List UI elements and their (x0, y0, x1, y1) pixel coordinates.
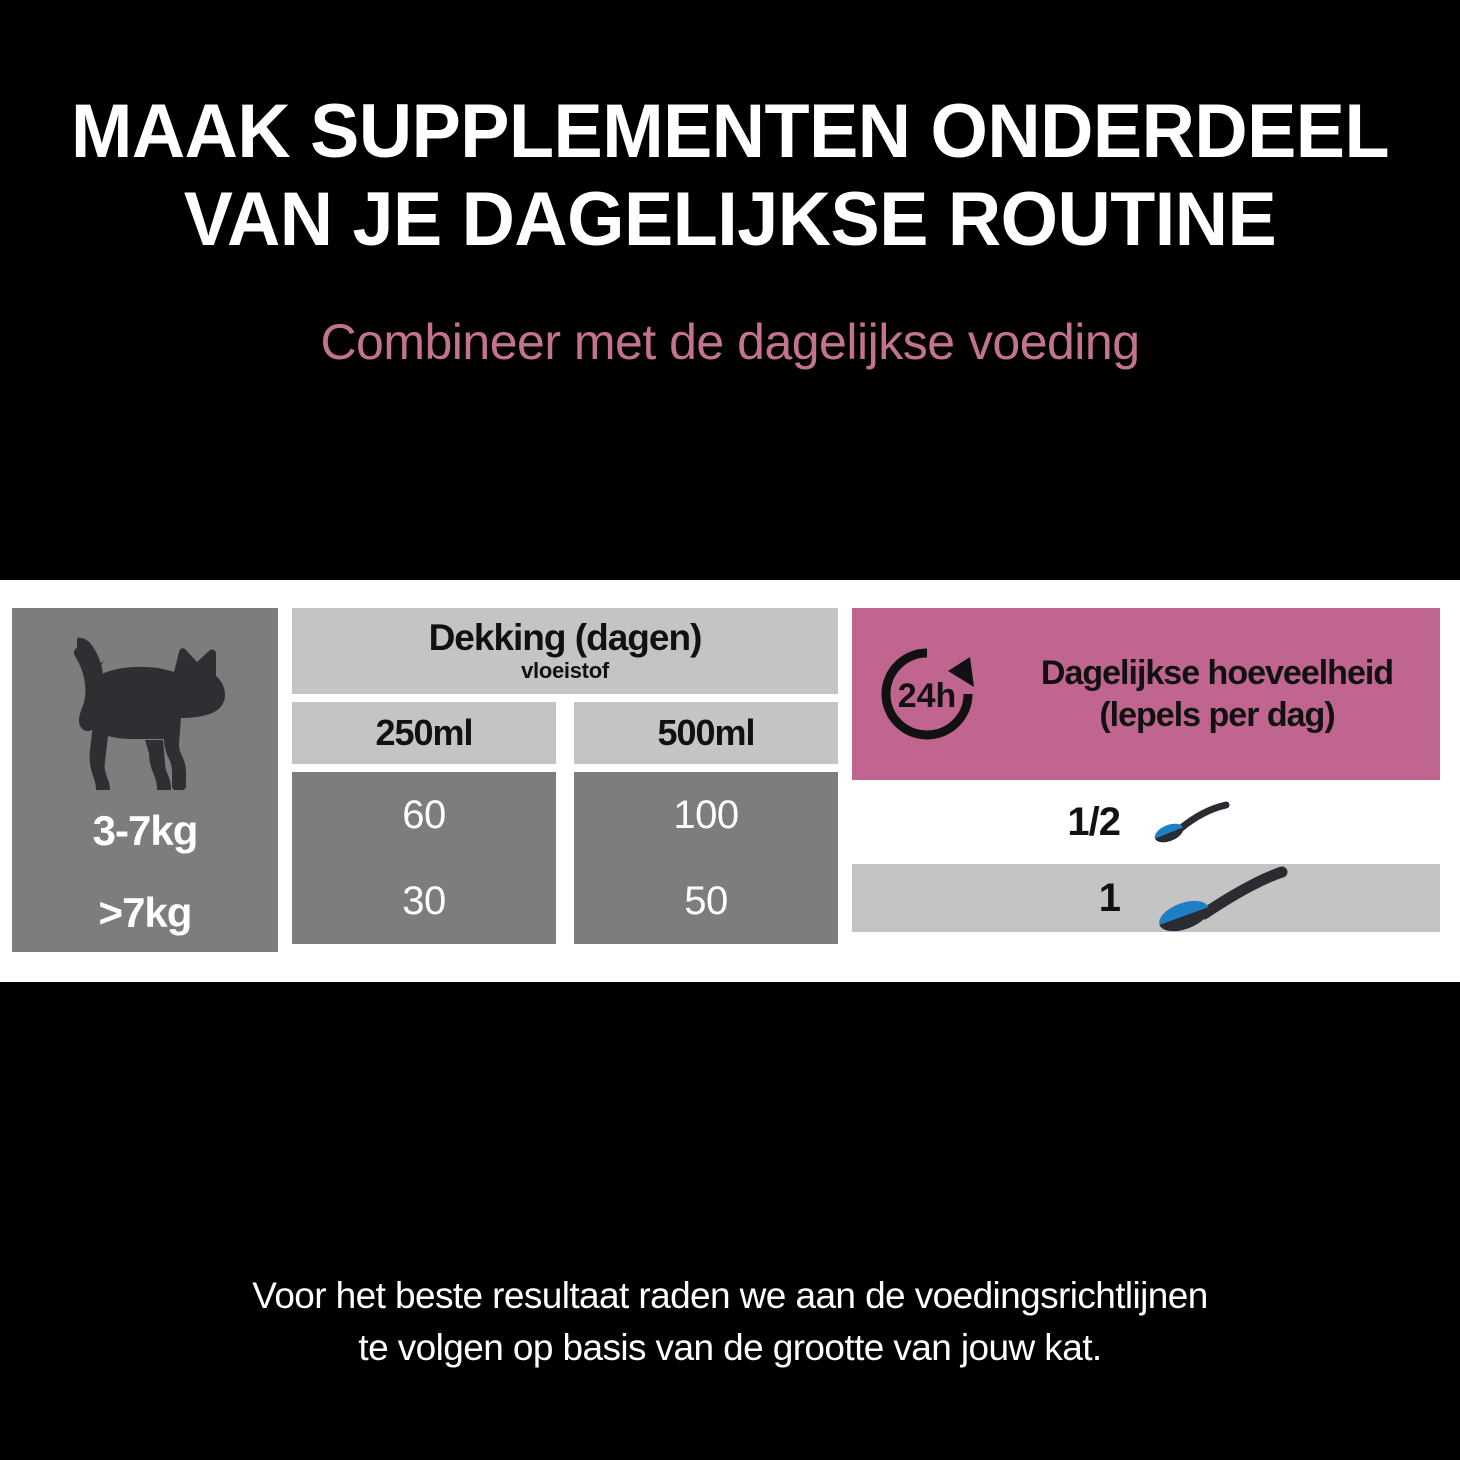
coverage-panel: Dekking (dagen) vloeistof 250ml 60 30 50… (292, 608, 838, 952)
hero-section: MAAK SUPPLEMENTEN ONDERDEEL VAN JE DAGEL… (0, 0, 1460, 580)
dosage-header: 24h Dagelijkse hoeveelheid (lepels per d… (852, 608, 1440, 780)
coverage-title-block: Dekking (dagen) vloeistof (292, 608, 838, 694)
coverage-column-values: 60 30 (292, 772, 556, 944)
weight-label: 3-7kg (92, 807, 199, 854)
svg-text:24h: 24h (898, 677, 957, 715)
feeding-table-band: 3-7kg >7kg Dekking (dagen) vloeistof 250… (0, 580, 1460, 982)
coverage-column-values: 100 50 (574, 772, 838, 944)
coverage-value: 60 (402, 792, 446, 837)
page-subtitle: Combineer met de dagelijkse voeding (320, 314, 1140, 370)
coverage-column-header: 250ml (292, 702, 556, 764)
cat-silhouette-icon (45, 622, 245, 790)
weight-row-list: 3-7kg >7kg (12, 790, 278, 954)
coverage-column-header: 500ml (574, 702, 838, 764)
coverage-value: 50 (684, 878, 728, 923)
dosage-panel: 24h Dagelijkse hoeveelheid (lepels per d… (852, 608, 1440, 952)
spoon-small-icon (1146, 799, 1346, 845)
weight-row: >7kg (12, 872, 278, 954)
coverage-subtitle: vloeistof (521, 658, 609, 683)
coverage-title: Dekking (dagen) (428, 617, 703, 658)
weight-panel: 3-7kg >7kg (12, 608, 278, 952)
coverage-columns: 250ml 60 30 500ml 100 50 (292, 702, 838, 944)
weight-label: >7kg (98, 889, 193, 936)
coverage-column-250ml: 250ml 60 30 (292, 702, 556, 944)
weight-row: 3-7kg (12, 790, 278, 872)
dosage-amount: 1/2 (1067, 799, 1121, 844)
dosage-row: 1/2 (852, 788, 1440, 856)
coverage-value: 30 (402, 878, 446, 923)
footer-note: Voor het beste resultaat raden we aan de… (252, 1275, 1208, 1368)
dosage-amount: 1 (1098, 875, 1121, 920)
coverage-column-500ml: 500ml 100 50 (574, 702, 838, 944)
page-title: MAAK SUPPLEMENTEN ONDERDEEL VAN JE DAGEL… (70, 89, 1390, 262)
dosage-row: 1 (852, 864, 1440, 932)
coverage-value: 100 (673, 792, 739, 837)
spoon-large-icon (1146, 864, 1346, 932)
24h-cycle-icon: 24h (874, 641, 980, 747)
dosage-title: Dagelijkse hoeveelheid (lepels per dag) (1040, 654, 1394, 734)
